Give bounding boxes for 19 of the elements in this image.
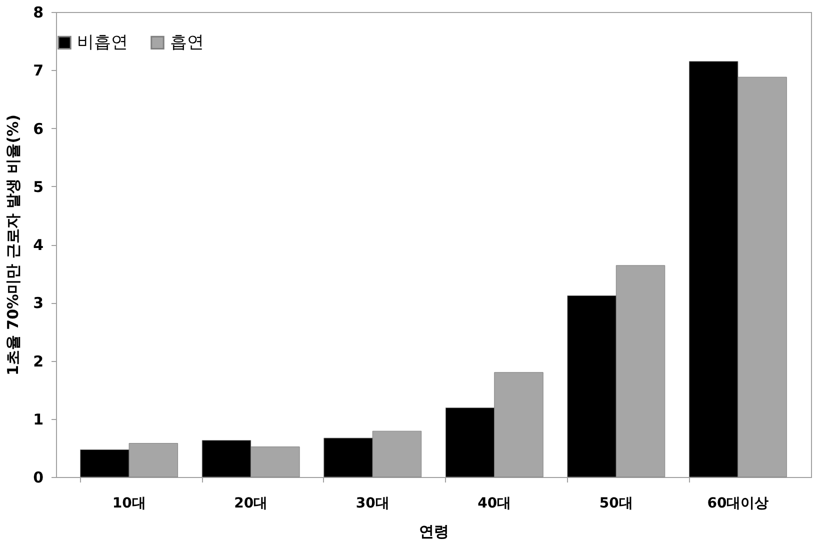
y-axis-title: 1초율 70%미만 근로자 발생 비율(%) — [4, 114, 22, 376]
legend-label: 비흡연 — [77, 32, 128, 53]
x-axis-title: 연령 — [419, 522, 449, 540]
y-tick-label: 8 — [33, 4, 44, 22]
y-tick-label: 4 — [33, 236, 44, 254]
y-tick-label: 0 — [33, 468, 44, 486]
y-tick-label: 1 — [33, 410, 44, 428]
y-tick-label: 2 — [33, 352, 44, 370]
x-tick-label: 30대 — [356, 496, 390, 512]
y-tick-label: 6 — [33, 120, 44, 138]
legend-label: 흡연 — [170, 32, 204, 53]
y-tick-label: 5 — [33, 178, 44, 196]
x-tick-label: 40대 — [478, 496, 512, 512]
x-tick-label: 50대 — [599, 496, 633, 512]
x-tick-label: 10대 — [112, 496, 146, 512]
y-tick-label: 7 — [33, 62, 44, 80]
x-tick-label: 60대이상 — [707, 496, 769, 512]
y-tick-label: 3 — [33, 294, 44, 312]
x-tick-label: 20대 — [234, 496, 268, 512]
